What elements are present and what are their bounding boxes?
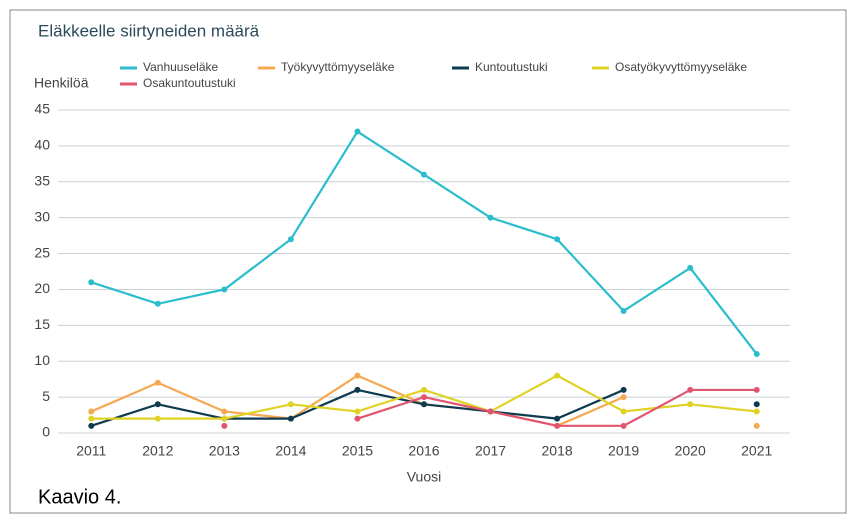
legend-label: Kuntoutustuki [475, 60, 548, 74]
point [554, 236, 561, 243]
y-tick-label: 25 [34, 244, 50, 260]
point [421, 401, 427, 408]
x-tick-label: 2015 [342, 443, 373, 459]
point [287, 415, 294, 422]
point [753, 351, 760, 358]
point [487, 214, 494, 221]
point [221, 286, 228, 293]
point [354, 372, 361, 379]
y-tick-label: 30 [34, 208, 50, 224]
point [620, 408, 627, 415]
point [154, 415, 161, 422]
point [620, 422, 627, 429]
point [620, 307, 627, 314]
point [753, 386, 760, 393]
point [287, 236, 294, 243]
point [421, 394, 427, 401]
point [354, 408, 361, 415]
point [554, 372, 561, 379]
x-tick-label: 2016 [408, 443, 439, 459]
point [354, 128, 361, 135]
y-tick-label: 0 [42, 424, 50, 440]
x-tick-label: 2011 [76, 443, 106, 459]
point [421, 171, 427, 178]
point [354, 386, 361, 393]
y-tick-label: 40 [34, 137, 50, 153]
x-tick-label: 2019 [608, 443, 639, 459]
chart-title: Eläkkeelle siirtyneiden määrä [38, 21, 260, 40]
x-tick-label: 2021 [741, 443, 772, 459]
point [221, 408, 228, 415]
y-tick-label: 20 [34, 280, 50, 296]
x-tick-label: 2020 [675, 443, 706, 459]
point [221, 422, 228, 429]
caption: Kaavio 4. [38, 486, 121, 508]
point [154, 379, 161, 386]
point [88, 415, 95, 422]
point [88, 408, 95, 415]
point [421, 386, 427, 393]
point [154, 401, 161, 408]
y-axis-label: Henkilöä [34, 75, 89, 91]
point [221, 415, 228, 422]
y-tick-label: 10 [34, 352, 50, 368]
x-tick-label: 2017 [475, 443, 506, 459]
x-tick-label: 2013 [209, 443, 240, 459]
point [354, 415, 361, 422]
x-tick-label: 2012 [142, 443, 173, 459]
point [554, 422, 561, 429]
point [154, 300, 161, 307]
legend-label: Osatyökyvyttömyyseläke [615, 60, 747, 74]
point [753, 422, 760, 429]
point [554, 415, 561, 422]
x-axis-label: Vuosi [407, 469, 442, 485]
frame [9, 9, 847, 514]
point [287, 401, 294, 408]
y-tick-label: 35 [34, 172, 50, 188]
point [487, 408, 494, 415]
y-tick-label: 15 [34, 316, 50, 332]
y-tick-label: 45 [34, 101, 50, 117]
y-tick-label: 5 [42, 388, 50, 404]
point [88, 422, 95, 429]
point [88, 279, 95, 286]
point [620, 394, 627, 401]
point [687, 264, 694, 271]
legend-label: Työkyvyttömyyseläke [281, 60, 395, 74]
legend-label: Osakuntoutustuki [143, 76, 236, 90]
point [687, 401, 694, 408]
point [620, 386, 627, 393]
point [753, 408, 760, 415]
x-tick-label: 2018 [542, 443, 573, 459]
legend-label: Vanhuuseläke [143, 60, 218, 74]
point [753, 401, 760, 408]
point [687, 386, 694, 393]
x-tick-label: 2014 [275, 443, 306, 459]
